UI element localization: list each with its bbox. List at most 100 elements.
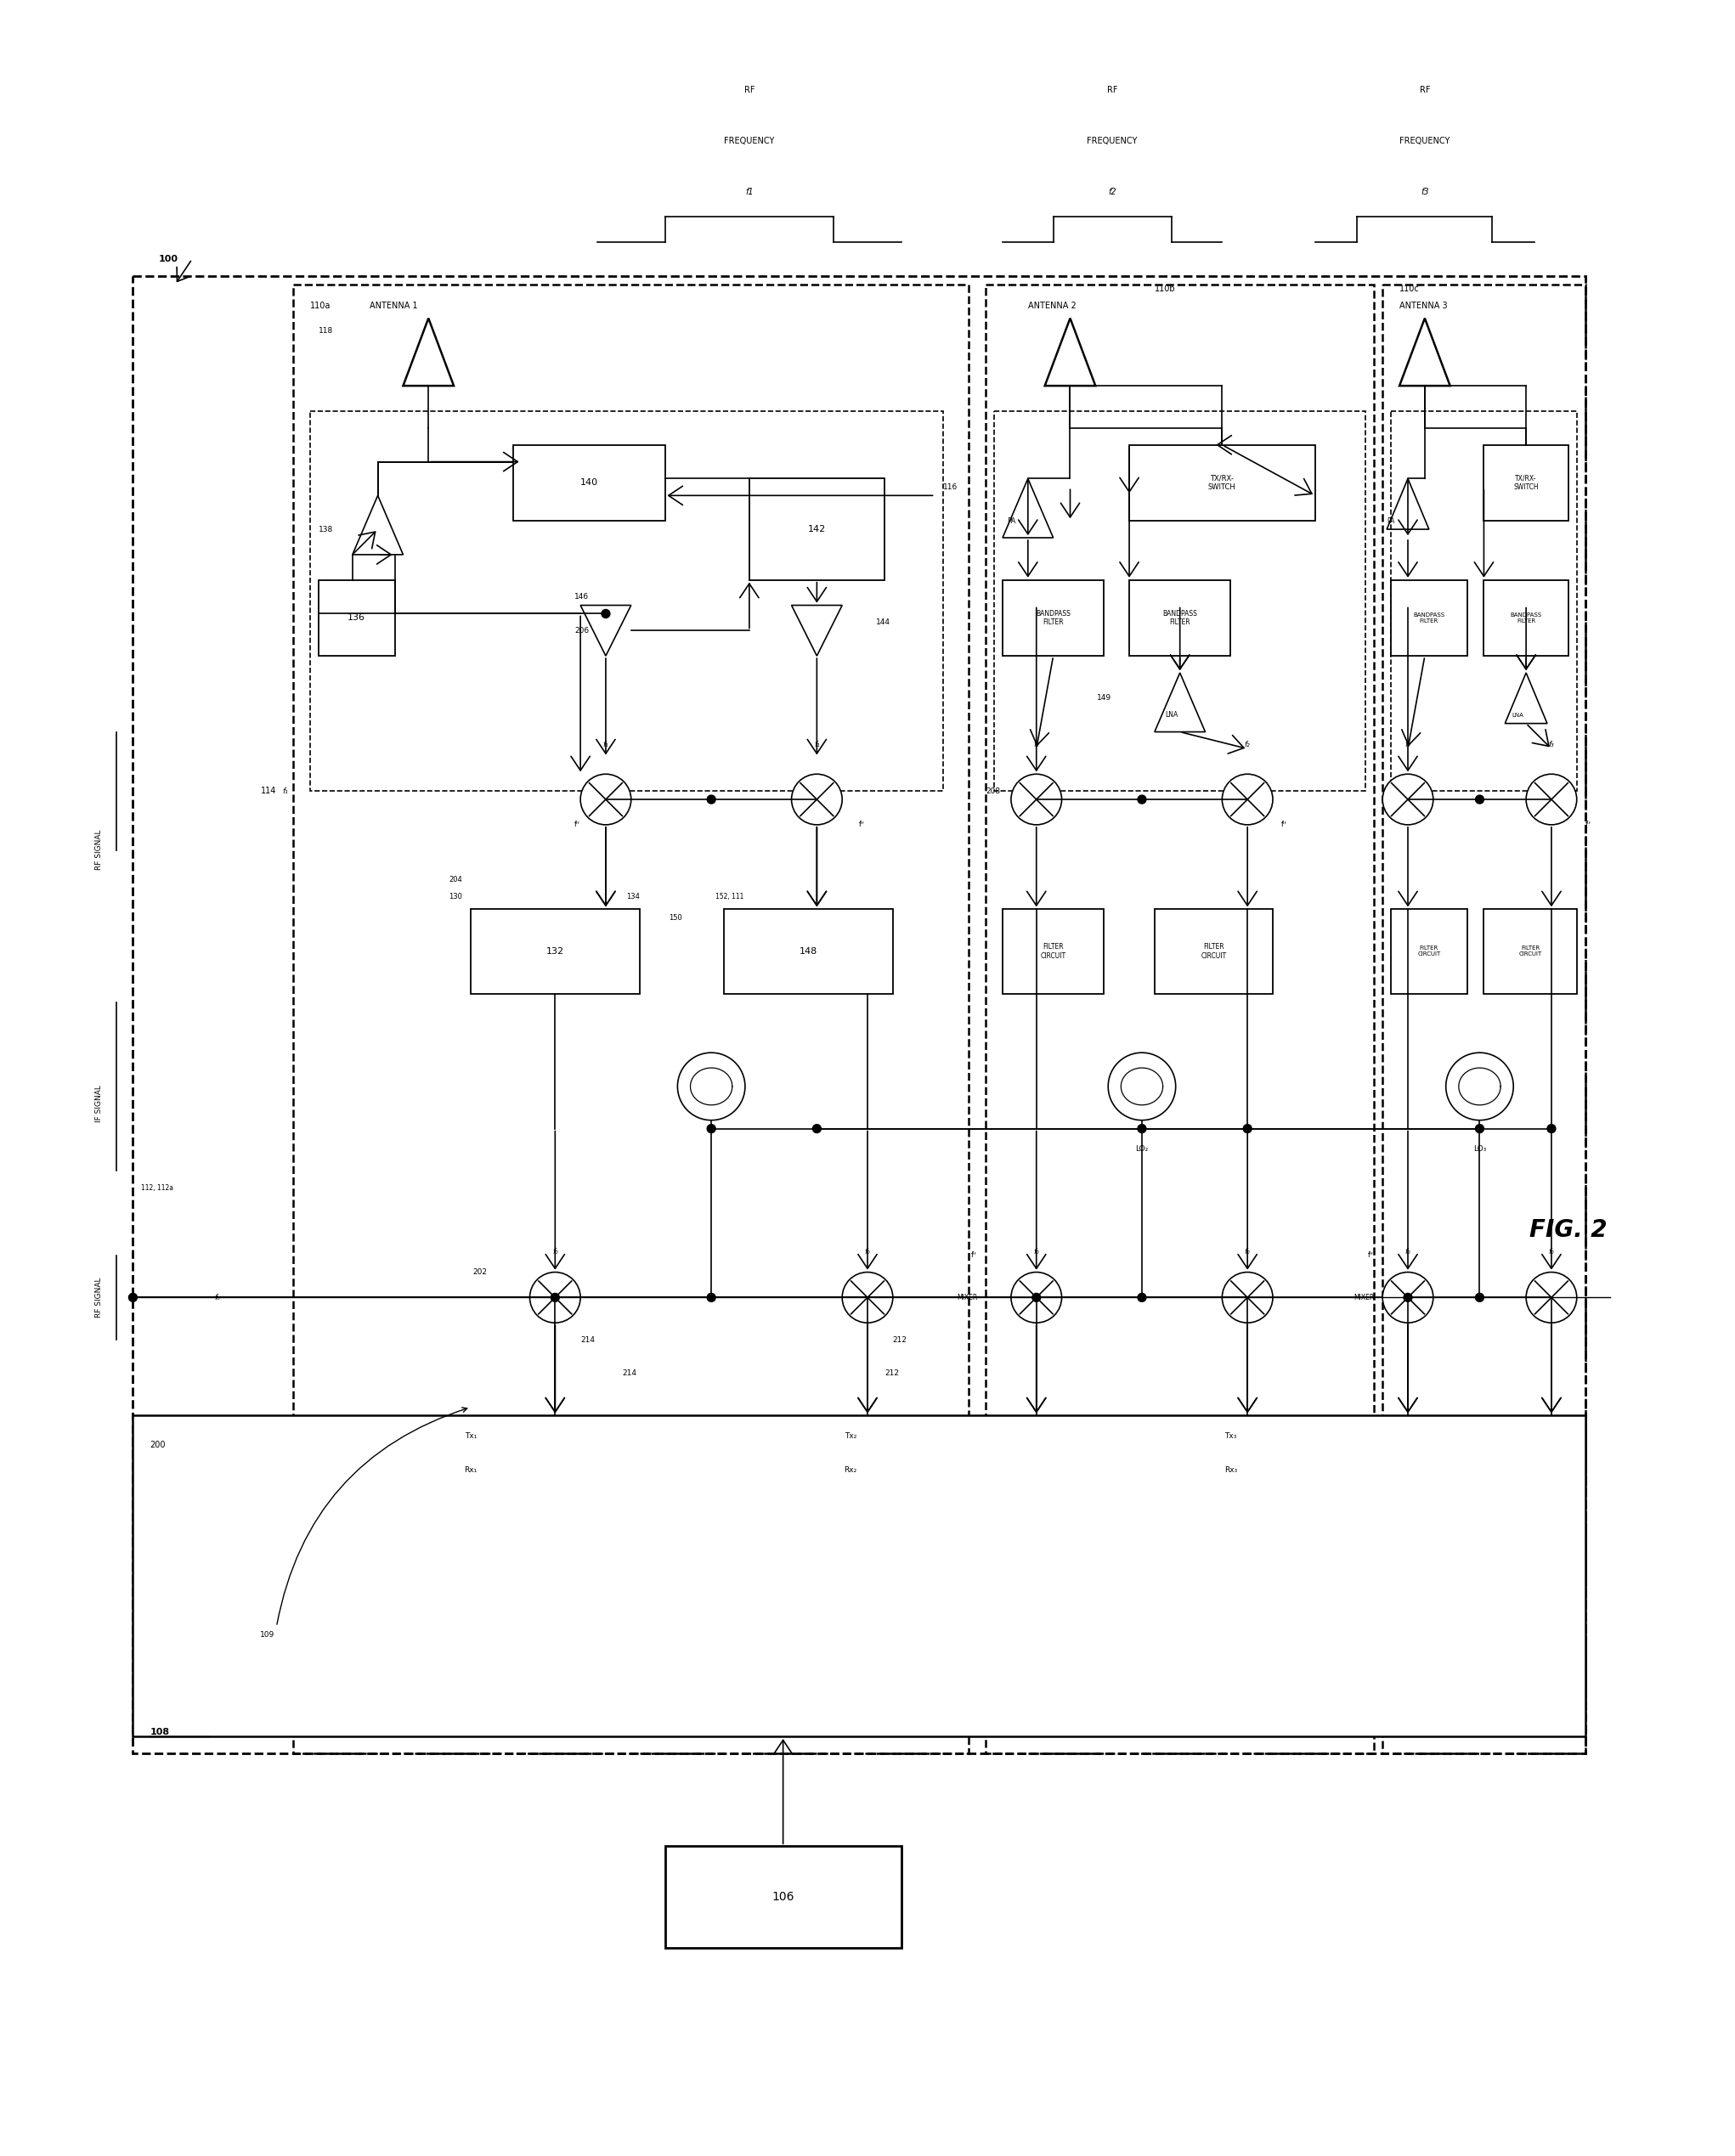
Text: RF: RF [1107, 86, 1117, 95]
Bar [1129, 580, 1230, 655]
Text: f₁: f₁ [602, 742, 609, 748]
Text: f₀: f₀ [1405, 1248, 1411, 1255]
Circle shape [1109, 1052, 1176, 1121]
Text: BANDPASS
FILTER: BANDPASS FILTER [1509, 612, 1542, 623]
Bar [723, 910, 894, 994]
Circle shape [678, 1052, 744, 1121]
Text: TX/RX-
SWITCH: TX/RX- SWITCH [1208, 474, 1235, 492]
Text: 214: 214 [581, 1337, 595, 1343]
Bar [311, 412, 944, 791]
Text: fᴵᶠ: fᴵᶠ [1586, 821, 1591, 828]
Text: 142: 142 [809, 526, 826, 533]
Text: 146: 146 [574, 593, 588, 602]
Text: MIXER: MIXER [956, 1294, 977, 1302]
Bar [1003, 910, 1103, 994]
Bar [994, 412, 1365, 791]
Text: FREQUENCY: FREQUENCY [723, 136, 774, 144]
Text: Rx₁: Rx₁ [465, 1466, 477, 1475]
Bar [319, 580, 394, 655]
Text: RF SIGNAL: RF SIGNAL [95, 830, 102, 871]
Text: 148: 148 [800, 946, 817, 955]
Text: 200: 200 [149, 1440, 165, 1449]
Bar [665, 1846, 900, 1947]
Circle shape [1475, 1125, 1483, 1132]
Circle shape [581, 774, 632, 826]
Bar [1003, 580, 1103, 655]
Text: Tx₂: Tx₂ [845, 1432, 857, 1440]
Circle shape [1527, 774, 1577, 826]
Circle shape [708, 796, 715, 804]
Text: 144: 144 [876, 619, 890, 625]
Circle shape [708, 1125, 715, 1132]
Text: f2: f2 [1109, 188, 1116, 196]
Text: 212: 212 [885, 1369, 899, 1378]
Circle shape [1244, 1125, 1251, 1132]
Text: ANTENNA 2: ANTENNA 2 [1027, 302, 1076, 310]
Text: 118: 118 [319, 328, 333, 334]
Text: f₀: f₀ [552, 1248, 559, 1255]
Text: f3: f3 [1421, 188, 1430, 196]
Text: LNA: LNA [1164, 711, 1178, 718]
Text: 132: 132 [547, 946, 564, 955]
Circle shape [1475, 796, 1483, 804]
Bar [134, 1416, 1586, 1736]
Text: 112, 112a: 112, 112a [141, 1184, 174, 1192]
Text: FILTER
CIRCUIT: FILTER CIRCUIT [1201, 942, 1227, 959]
Text: 208: 208 [985, 787, 1001, 796]
Bar [1391, 910, 1468, 994]
Text: TX/RX-
SWITCH: TX/RX- SWITCH [1513, 474, 1539, 492]
Circle shape [1138, 1294, 1147, 1302]
Bar [1483, 580, 1568, 655]
Bar [514, 444, 665, 522]
Text: FILTER
CIRCUIT: FILTER CIRCUIT [1518, 946, 1542, 957]
Text: fᴵᶠ: fᴵᶠ [859, 821, 866, 828]
Bar [293, 285, 968, 1753]
Bar [985, 285, 1374, 1753]
Text: 149: 149 [1097, 694, 1110, 703]
Text: f₀: f₀ [1034, 1248, 1039, 1255]
Text: RF SIGNAL: RF SIGNAL [95, 1276, 102, 1317]
Text: 109: 109 [260, 1632, 274, 1639]
Text: PA: PA [1386, 517, 1395, 524]
Text: 150: 150 [668, 914, 682, 921]
Text: RF: RF [1419, 86, 1430, 95]
Text: FREQUENCY: FREQUENCY [1400, 136, 1450, 144]
Text: FILTER
CIRCUIT: FILTER CIRCUIT [1417, 946, 1440, 957]
Text: fᴵᶠ: fᴵᶠ [972, 1250, 977, 1259]
Text: 114: 114 [260, 787, 276, 796]
Text: f₀: f₀ [864, 1248, 871, 1255]
Text: PA: PA [1006, 517, 1015, 524]
Text: f₂: f₂ [1034, 742, 1039, 748]
Circle shape [708, 1294, 715, 1302]
Text: 204: 204 [449, 875, 462, 884]
Circle shape [1548, 1125, 1556, 1132]
Circle shape [128, 1294, 137, 1302]
Circle shape [1221, 774, 1273, 826]
Bar [1483, 444, 1568, 522]
Text: LO₃: LO₃ [1473, 1145, 1487, 1153]
Text: 136: 136 [347, 614, 366, 623]
Bar [1483, 910, 1577, 994]
Text: Rx₂: Rx₂ [845, 1466, 857, 1475]
Circle shape [1032, 1294, 1041, 1302]
Bar [1383, 285, 1586, 1753]
Text: 138: 138 [319, 526, 333, 533]
Text: fᴵᶠ: fᴵᶠ [574, 821, 581, 828]
Circle shape [1475, 1294, 1483, 1302]
Text: ANTENNA 3: ANTENNA 3 [1400, 302, 1447, 310]
Text: 106: 106 [772, 1891, 795, 1904]
Circle shape [1383, 774, 1433, 826]
Text: BANDPASS
FILTER: BANDPASS FILTER [1414, 612, 1445, 623]
Circle shape [841, 1272, 894, 1324]
Text: 116: 116 [944, 483, 958, 492]
Text: f₂: f₂ [1244, 742, 1251, 748]
Bar [134, 276, 1586, 1753]
Text: 110b: 110b [1154, 285, 1176, 293]
Circle shape [1012, 1272, 1062, 1324]
Text: IF SIGNAL: IF SIGNAL [95, 1084, 102, 1121]
Text: 206: 206 [574, 627, 588, 634]
Text: LNA: LNA [1511, 711, 1523, 718]
Text: 108: 108 [149, 1727, 170, 1736]
Text: BANDPASS
FILTER: BANDPASS FILTER [1036, 610, 1070, 625]
Bar [1391, 580, 1468, 655]
